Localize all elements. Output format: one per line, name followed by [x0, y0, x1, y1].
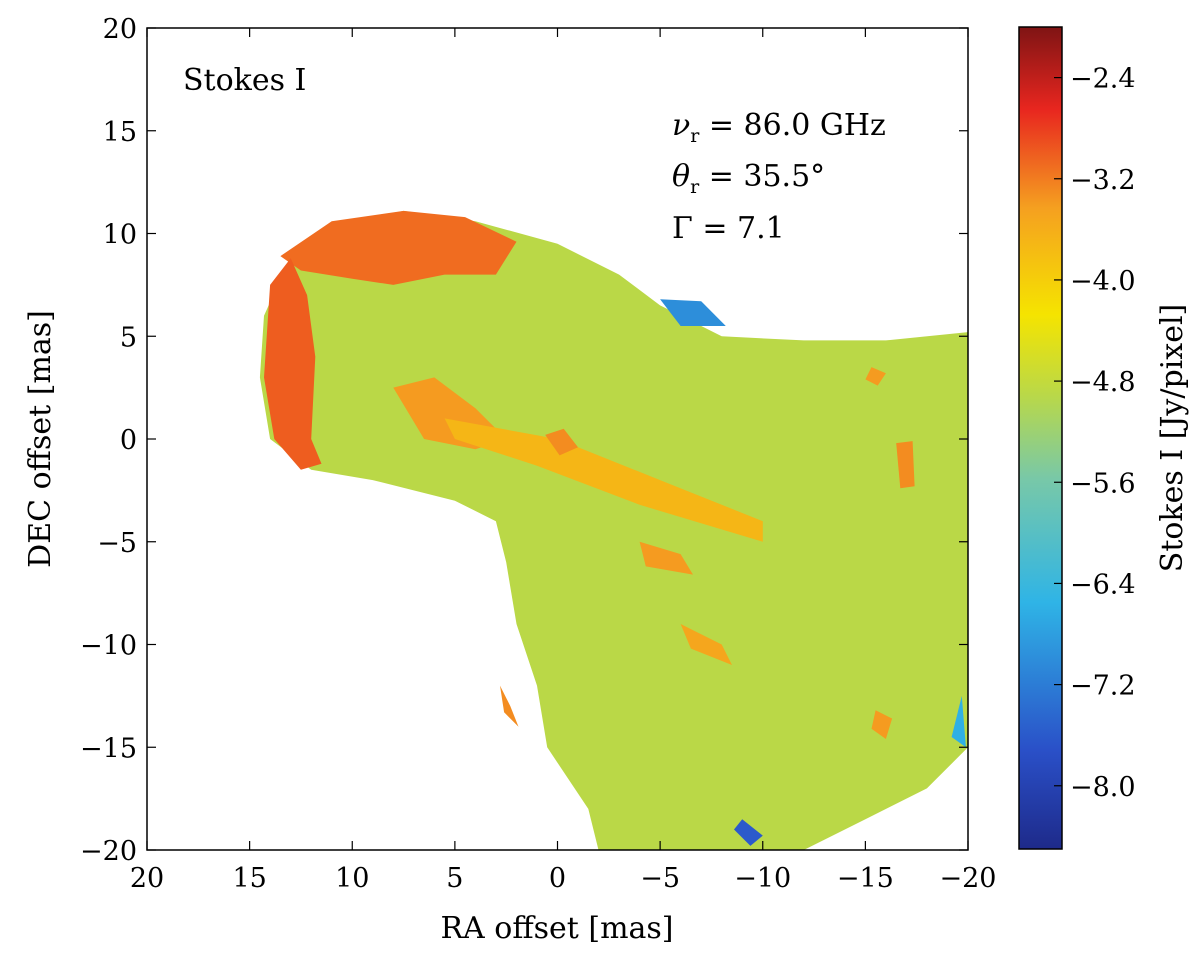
colorbar-tick-label: −4.0 — [1070, 266, 1136, 297]
emission-knot-3 — [639, 541, 693, 575]
emission-lower-left-knots — [500, 685, 519, 727]
emission-left-edge — [264, 258, 322, 470]
x-tick-label: 0 — [549, 863, 566, 894]
lorentz-annotation: Γ = 7.1 — [672, 211, 785, 246]
y-tick-label: 5 — [120, 322, 137, 353]
emission-map — [259, 210, 968, 850]
colorbar-tick-label: −6.4 — [1070, 569, 1136, 600]
x-tick-label: −10 — [734, 863, 791, 894]
panel-label: Stokes I — [183, 63, 306, 98]
angle-annotation: θr = 35.5° — [672, 159, 825, 198]
emission-knot-1 — [545, 428, 578, 456]
emission-knot-2 — [896, 441, 915, 489]
colorbar-tick-label: −4.8 — [1070, 367, 1136, 398]
emission-top-rim-blue — [660, 299, 726, 326]
colorbar-tick-label: −2.4 — [1070, 64, 1136, 95]
y-tick-label: −10 — [80, 631, 137, 662]
emission-lower-right-knot — [871, 710, 893, 739]
emission-jet-streak — [444, 418, 763, 542]
colorbar-label: Stokes I [Jy/pixel] — [1155, 304, 1190, 572]
emission-outer-region — [259, 210, 968, 850]
emission-lower-right-blue — [951, 695, 966, 748]
colorbar-tick-label: −3.2 — [1070, 165, 1136, 196]
y-tick-label: −5 — [97, 528, 137, 559]
colorbar-axis: −2.4 −3.2 −4.0 −4.8 −5.6 −6.4 −7.2 −8.0 — [1054, 64, 1136, 803]
x-tick-label: −5 — [640, 863, 680, 894]
x-tick-label: 15 — [232, 863, 266, 894]
colorbar-tick-label: −5.6 — [1070, 468, 1136, 499]
x-axis-label: RA offset [mas] — [440, 911, 673, 946]
x-tick-label: 20 — [130, 863, 164, 894]
x-tick-label: 10 — [335, 863, 369, 894]
x-axis: 20 15 10 5 0 −5 −10 −15 −20 — [130, 28, 997, 894]
y-tick-label: 10 — [103, 220, 137, 251]
y-tick-label: 15 — [103, 117, 137, 148]
emission-bottom-blue — [734, 819, 763, 846]
emission-upper-left-lobe — [280, 210, 517, 285]
y-tick-label: 0 — [120, 425, 137, 456]
frequency-annotation: νr = 86.0 GHz — [672, 108, 886, 147]
colorbar-tick-label: −8.0 — [1070, 772, 1136, 803]
colorbar-tick-label: −7.2 — [1070, 671, 1136, 702]
y-tick-label: 20 — [103, 14, 137, 45]
y-axis: −20 −15 −10 −5 0 5 10 15 20 — [80, 14, 968, 867]
x-tick-label: 5 — [446, 863, 463, 894]
emission-knot-4 — [865, 367, 886, 386]
x-tick-label: −15 — [837, 863, 894, 894]
colorbar — [1018, 26, 1063, 850]
y-tick-label: −15 — [80, 733, 137, 764]
y-tick-label: −20 — [80, 836, 137, 867]
y-axis-label: DEC offset [mas] — [23, 310, 58, 568]
x-tick-label: −20 — [940, 863, 997, 894]
emission-lower-knots — [680, 624, 732, 665]
